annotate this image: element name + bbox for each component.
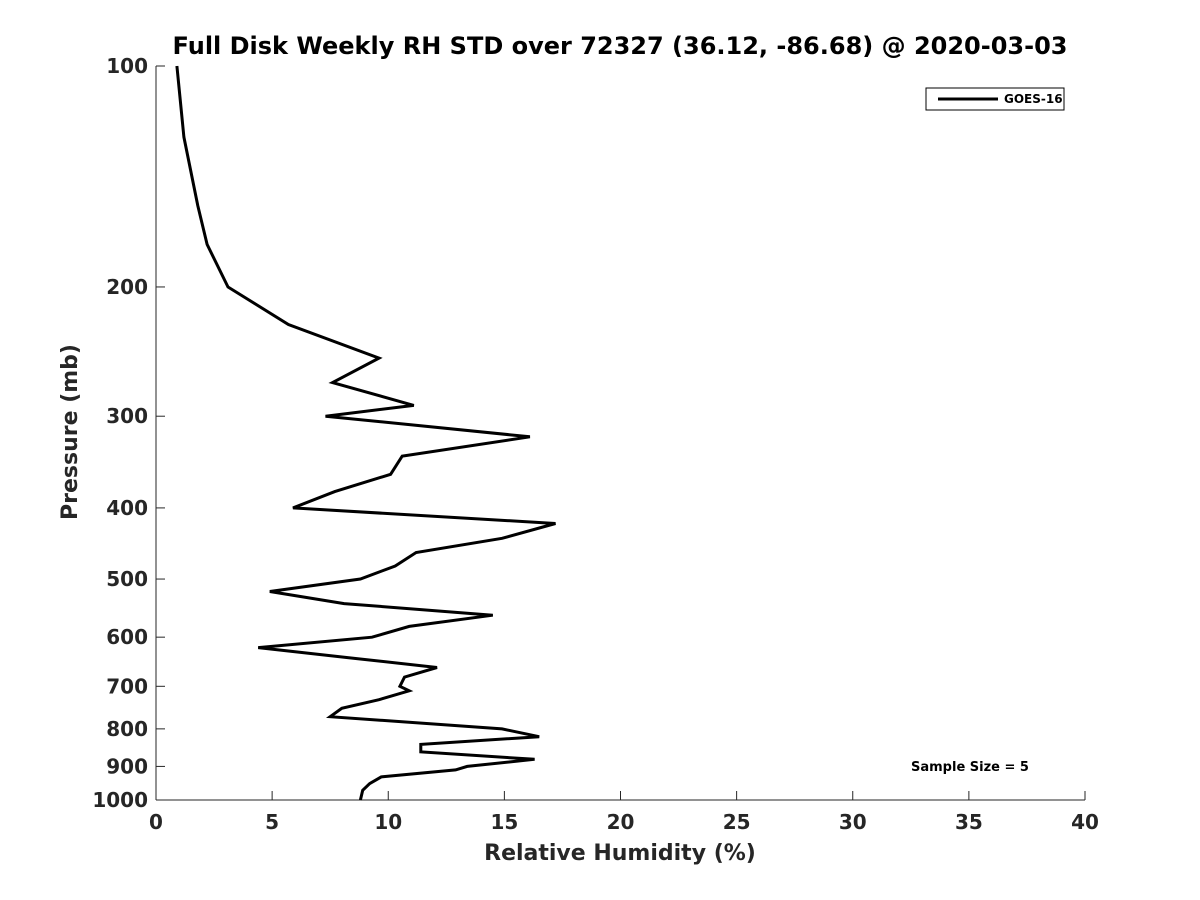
x-tick-label: 0 (149, 810, 163, 834)
y-tick-label: 1000 (92, 788, 148, 812)
x-tick-label: 5 (265, 810, 279, 834)
series-layer (175, 65, 556, 801)
x-tick-label: 15 (490, 810, 518, 834)
x-tick-label: 20 (607, 810, 635, 834)
y-tick-label: 100 (106, 54, 148, 78)
y-tick-label: 500 (106, 567, 148, 591)
axes: 0 5 10 15 20 25 30 35 40 100 200 300 400 500 600 700 800… (92, 54, 1099, 834)
y-tick-label: 300 (106, 404, 148, 428)
y-tick-label: 600 (106, 625, 148, 649)
y-tick-label: 200 (106, 275, 148, 299)
legend-entry-label: GOES-16 (1004, 92, 1063, 106)
y-tick-label: 400 (106, 496, 148, 520)
legend: GOES-16 (925, 87, 1065, 111)
y-tick-label: 700 (106, 674, 148, 698)
y-tick-label: 900 (106, 754, 148, 778)
y-tick-label: 800 (106, 717, 148, 741)
y-axis-label: Pressure (mb) (58, 344, 83, 520)
x-axis-label: Relative Humidity (%) (484, 841, 756, 866)
series-line-goes-16 (175, 65, 556, 801)
x-tick-label: 25 (723, 810, 751, 834)
x-tick-label: 30 (839, 810, 867, 834)
x-tick-label: 35 (955, 810, 983, 834)
x-tick-label: 10 (374, 810, 402, 834)
chart-title: Full Disk Weekly RH STD over 72327 (36.1… (173, 32, 1068, 60)
sample-size-annotation: Sample Size = 5 (911, 760, 1029, 775)
x-tick-label: 40 (1071, 810, 1099, 834)
